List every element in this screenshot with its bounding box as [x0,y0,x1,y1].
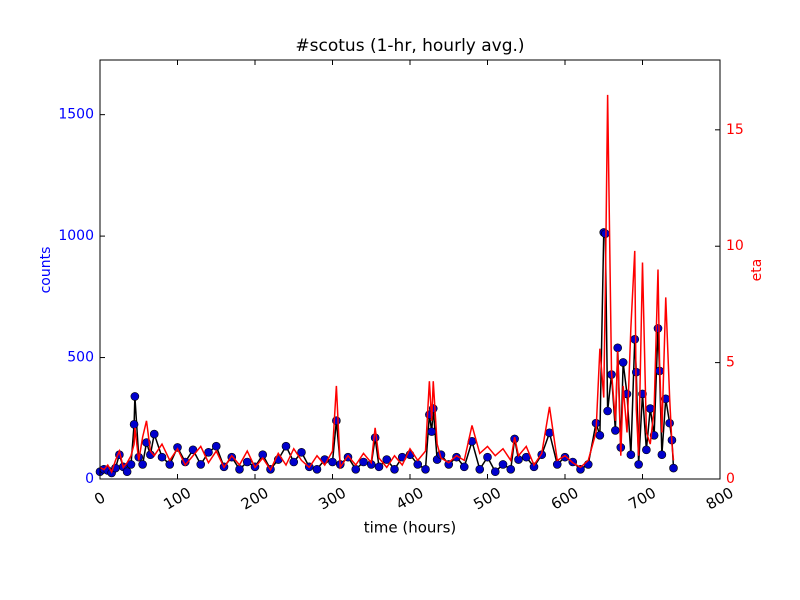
series-marker [421,464,430,474]
series-marker [459,462,469,472]
series-marker [370,433,380,443]
series-marker [665,418,674,428]
series-marker [529,462,539,472]
series-marker [382,455,392,464]
series-marker [413,460,423,469]
series-marker [312,464,322,474]
series-marker [626,450,636,460]
y2-tick-label: 15 [726,122,744,138]
series-marker [130,392,140,401]
y-axis-label: counts [38,247,54,294]
y2-axis-label: eta [749,259,765,282]
series-marker [475,464,485,474]
series-marker [374,462,384,472]
y-tick-label: 1500 [58,107,94,123]
series-marker [611,426,620,435]
series-marker [126,460,136,469]
series-marker [653,324,663,333]
x-tick-label: 300 [315,484,349,514]
y2-tick-label: 5 [726,355,735,371]
series-marker [359,457,368,467]
series-marker [642,445,651,455]
series-marker [576,464,585,474]
series-marker [618,358,628,367]
series-line [99,230,675,474]
x-axis-label: time (hours) [364,519,457,537]
series-marker [235,464,244,474]
series-marker [281,441,291,451]
series-marker [289,457,299,467]
y-tick-label: 500 [67,350,94,366]
series-marker [657,450,667,460]
series-marker [390,464,399,474]
y2-tick-label: 10 [726,238,744,254]
series-marker [595,430,605,440]
x-tick-label: 500 [470,484,504,514]
series-marker [490,467,500,477]
series-marker [452,452,461,462]
chart-title: #scotus (1-hr, hourly avg.) [295,36,524,56]
y-tick-label: 1000 [58,228,94,244]
x-tick-label: 100 [160,484,194,514]
x-tick-label: 800 [703,484,737,514]
series-marker [211,441,221,451]
series-marker [483,452,492,462]
series-marker [645,404,655,413]
x-tick-label: 600 [548,484,582,514]
series-marker [138,460,147,469]
x-tick-label: 200 [238,484,272,514]
x-tick-label: 700 [625,484,659,514]
series-marker [630,335,640,344]
series-marker [297,447,306,457]
y2-tick-label: 0 [726,471,735,487]
series-marker [122,467,132,477]
series-marker [242,457,252,467]
series-marker [427,427,437,436]
x-tick-label: 400 [393,484,427,514]
series-marker [129,420,139,429]
y-tick-label: 0 [85,471,94,487]
series-marker [634,460,643,469]
series-marker [157,452,167,462]
series-marker [560,452,570,462]
series-marker [583,460,593,469]
series-marker [351,464,361,474]
series-marker [149,429,159,439]
series-line [99,94,675,474]
series-marker [669,463,678,473]
series-marker [552,460,562,469]
series-marker [444,460,454,469]
series-marker [603,406,612,416]
series-marker [506,464,516,474]
series-marker [498,460,508,469]
x-tick-label: 0 [91,488,108,508]
series-marker [204,447,213,457]
series-marker [196,460,206,469]
series-marker [328,457,337,467]
series-marker [613,343,623,353]
